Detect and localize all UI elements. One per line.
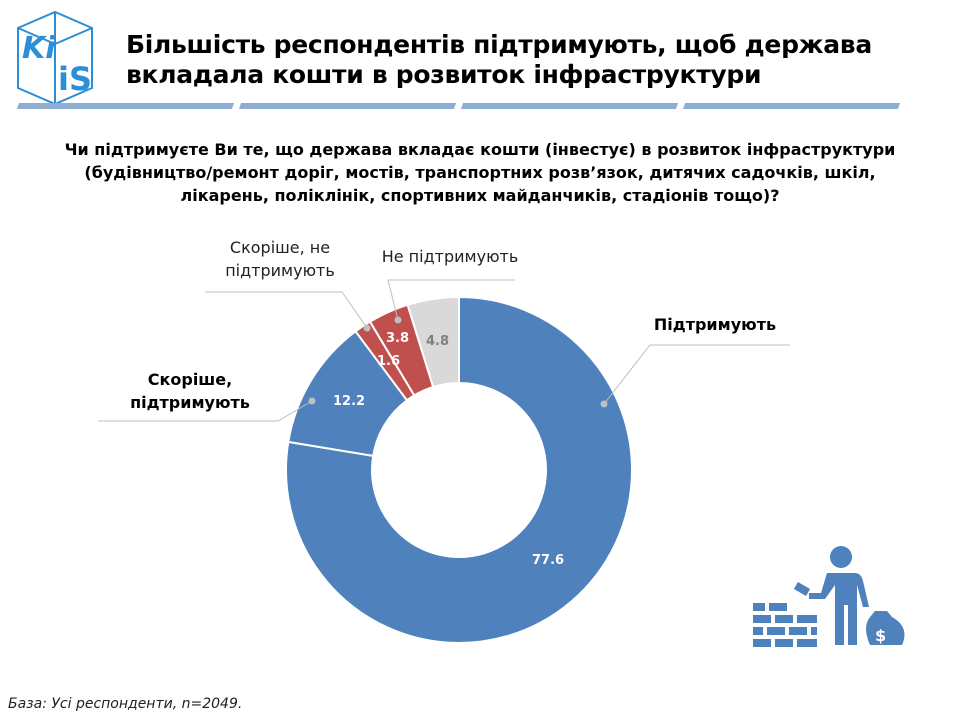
svg-text:$: $ — [875, 626, 886, 645]
value-label-other: 4.8 — [426, 334, 450, 349]
value-label-support: 77.6 — [532, 553, 565, 568]
label-not-support: Не підтримують — [381, 247, 519, 266]
donut-slice-4 — [406, 295, 460, 389]
footer-base-note: База: Усі респонденти, n=2049. — [8, 696, 243, 712]
value-label-rather-support: 12.2 — [333, 394, 366, 409]
leader-support — [603, 344, 790, 405]
kiis-logo: Ki iS — [17, 10, 93, 106]
label-rather-not-support: Скоріше, не підтримують — [225, 238, 335, 280]
value-label-not-support: 3.8 — [386, 331, 410, 346]
leader-not-support-dot — [394, 316, 402, 324]
label-rather-support: Скоріше, підтримують — [130, 370, 250, 412]
slide-title: Більшість респондентів підтримують, щоб … — [126, 30, 872, 90]
svg-text:Ki: Ki — [22, 31, 56, 66]
leader-support-dot — [600, 400, 608, 408]
leader-rather-support — [98, 400, 313, 422]
donut-slice-0 — [285, 295, 633, 644]
leader-rather-not-dot — [363, 324, 371, 332]
value-label-rather-not: 1.6 — [377, 354, 401, 369]
title-line-2: вкладала кошти в розвиток інфраструктури — [126, 60, 762, 89]
leader-not-support — [387, 279, 515, 321]
leader-rather-not — [205, 291, 368, 329]
svg-text:iS: iS — [58, 60, 92, 98]
leader-rather-support-dot — [308, 397, 316, 405]
builder-money-icon: $ — [753, 546, 905, 647]
title-line-1: Більшість респондентів підтримують, щоб … — [126, 30, 872, 59]
label-support: Підтримують — [653, 315, 777, 334]
survey-question: Чи підтримуєте Ви те, що держава вкладає… — [64, 140, 896, 205]
